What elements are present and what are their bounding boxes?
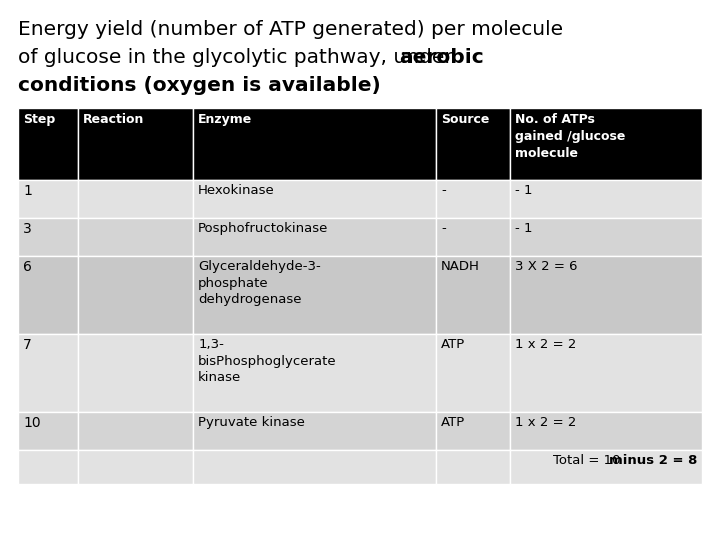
Text: 3 X 2 = 6: 3 X 2 = 6 xyxy=(515,260,577,273)
Text: Total = 10: Total = 10 xyxy=(553,454,625,467)
Text: Enzyme: Enzyme xyxy=(198,113,252,126)
Text: NADH: NADH xyxy=(441,260,480,273)
Text: - 1: - 1 xyxy=(515,184,532,197)
Text: Glyceraldehyde-3-
phosphate
dehydrogenase: Glyceraldehyde-3- phosphate dehydrogenas… xyxy=(198,260,321,306)
Text: Step: Step xyxy=(23,113,55,126)
Bar xyxy=(18,334,78,412)
Bar xyxy=(193,108,436,180)
Bar xyxy=(18,180,78,218)
Text: minus 2 = 8: minus 2 = 8 xyxy=(608,454,697,467)
Text: 10: 10 xyxy=(23,416,40,430)
Bar xyxy=(436,334,510,412)
Text: Energy yield (number of ATP generated) per molecule: Energy yield (number of ATP generated) p… xyxy=(18,20,563,39)
Text: ATP: ATP xyxy=(441,416,465,429)
Text: 1,3-
bisPhosphoglycerate
kinase: 1,3- bisPhosphoglycerate kinase xyxy=(198,338,337,384)
Bar xyxy=(18,412,78,450)
Bar xyxy=(510,108,702,180)
Bar xyxy=(436,218,510,256)
Bar xyxy=(193,180,436,218)
Text: 6: 6 xyxy=(23,260,32,274)
Bar xyxy=(436,450,510,484)
Text: 1: 1 xyxy=(23,184,32,198)
Text: 1 x 2 = 2: 1 x 2 = 2 xyxy=(515,338,576,351)
Text: Source: Source xyxy=(441,113,490,126)
Bar xyxy=(18,450,78,484)
Bar xyxy=(436,180,510,218)
Bar xyxy=(436,256,510,334)
Text: 1 x 2 = 2: 1 x 2 = 2 xyxy=(515,416,576,429)
Text: -: - xyxy=(441,184,446,197)
Text: Pyruvate kinase: Pyruvate kinase xyxy=(198,416,305,429)
Bar xyxy=(510,334,702,412)
Bar xyxy=(18,256,78,334)
Bar xyxy=(193,256,436,334)
Text: 7: 7 xyxy=(23,338,32,352)
Bar xyxy=(78,412,193,450)
Text: ATP: ATP xyxy=(441,338,465,351)
Bar xyxy=(78,108,193,180)
Bar xyxy=(510,218,702,256)
Bar xyxy=(510,412,702,450)
Bar xyxy=(193,218,436,256)
Bar xyxy=(18,218,78,256)
Text: Reaction: Reaction xyxy=(84,113,145,126)
Bar xyxy=(193,450,436,484)
Bar xyxy=(78,218,193,256)
Bar xyxy=(436,412,510,450)
Bar xyxy=(78,180,193,218)
Text: 3: 3 xyxy=(23,222,32,236)
Bar xyxy=(78,334,193,412)
Text: conditions (oxygen is available): conditions (oxygen is available) xyxy=(18,76,381,95)
Text: of glucose in the glycolytic pathway, under: of glucose in the glycolytic pathway, un… xyxy=(18,48,459,67)
Bar xyxy=(193,334,436,412)
Text: No. of ATPs
gained /glucose
molecule: No. of ATPs gained /glucose molecule xyxy=(515,113,625,160)
Bar xyxy=(193,412,436,450)
Text: aerobic: aerobic xyxy=(399,48,484,67)
Text: - 1: - 1 xyxy=(515,222,532,235)
Text: Posphofructokinase: Posphofructokinase xyxy=(198,222,328,235)
Bar xyxy=(18,108,78,180)
Text: Hexokinase: Hexokinase xyxy=(198,184,275,197)
Bar xyxy=(78,256,193,334)
Text: -: - xyxy=(441,222,446,235)
Bar xyxy=(510,450,702,484)
Bar xyxy=(78,450,193,484)
Bar xyxy=(510,256,702,334)
Bar xyxy=(436,108,510,180)
Bar xyxy=(510,180,702,218)
